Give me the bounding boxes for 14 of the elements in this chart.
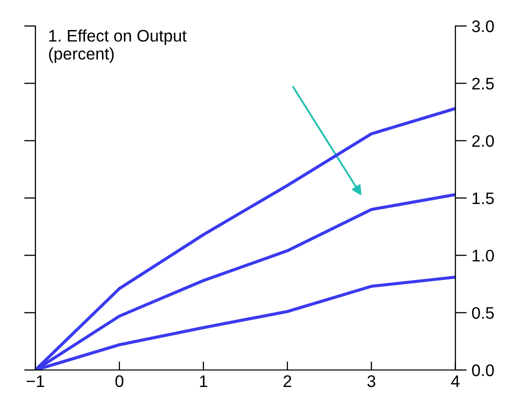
x-tick-label: 0 [115, 375, 124, 388]
y-tick-label: 1.0 [472, 250, 494, 262]
x-tick-label: 1 [200, 375, 208, 387]
text: 1. Effect on Output (percent) [49, 29, 187, 63]
y-tick-label: 3.0 [472, 20, 494, 32]
y-tick-label: 1.5 [472, 192, 494, 204]
y-tick-label: 2.0 [472, 135, 494, 147]
x-tick-label: 3 [367, 375, 376, 388]
y-tick-label: 0.5 [472, 307, 494, 319]
y-tick-label: 0.0 [472, 364, 494, 376]
x-tick-label: 4 [451, 375, 460, 387]
y-tick-label: 2.5 [472, 78, 494, 90]
x-tick-label: 2 [284, 375, 292, 387]
x-tick-label: −1 [26, 375, 44, 387]
